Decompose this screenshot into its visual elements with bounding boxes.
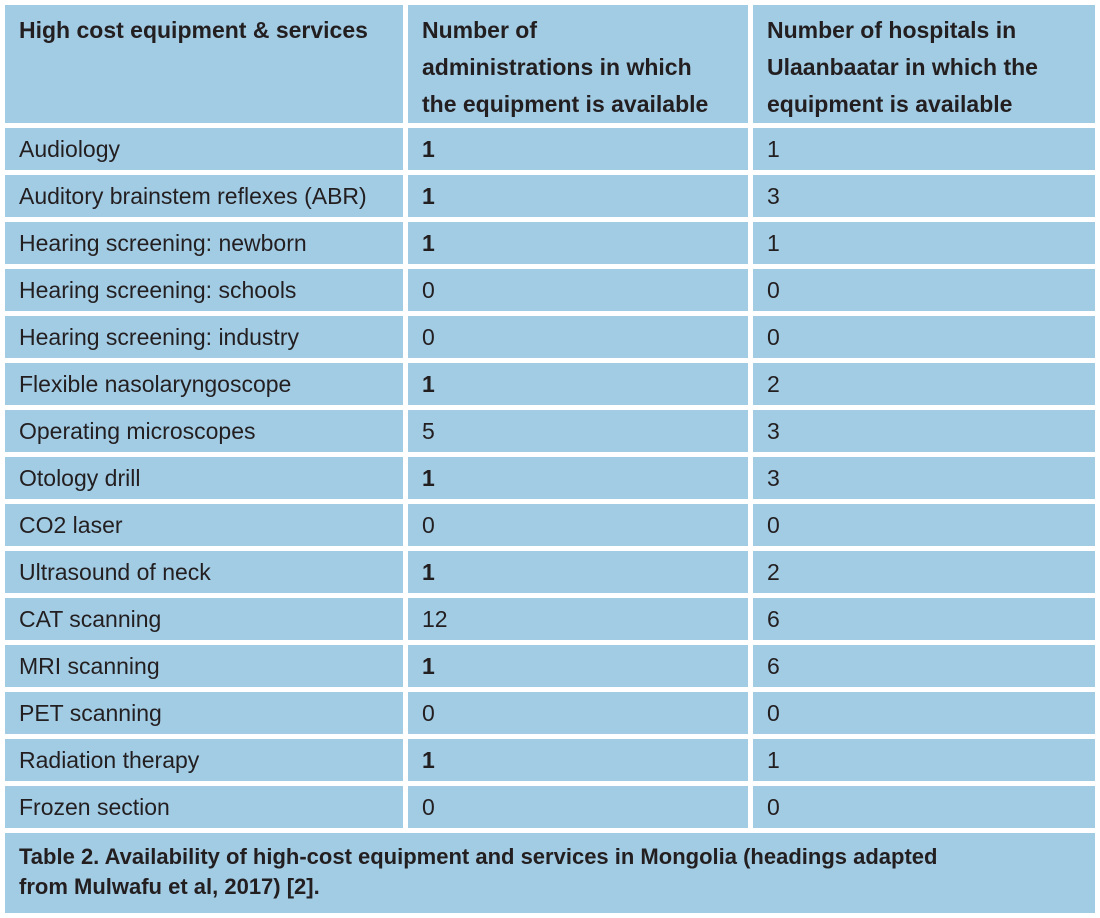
hospital-count-cell: 0: [753, 316, 1095, 358]
equipment-name-cell: Hearing screening: newborn: [5, 222, 403, 264]
caption-row: Table 2. Availability of high-cost equip…: [5, 833, 1095, 913]
admin-count-cell: 5: [408, 410, 748, 452]
table-row: Auditory brainstem reflexes (ABR) 1 3: [5, 175, 1095, 217]
equipment-name-cell: PET scanning: [5, 692, 403, 734]
table-row: CO2 laser 0 0: [5, 504, 1095, 546]
admin-count-cell: 1: [408, 222, 748, 264]
equipment-name-cell: Operating microscopes: [5, 410, 403, 452]
header-row: High cost equipment & services Number of…: [5, 5, 1095, 123]
caption-line: Table 2. Availability of high-cost equip…: [19, 844, 938, 869]
admin-count-cell: 1: [408, 457, 748, 499]
equipment-name-cell: Audiology: [5, 128, 403, 170]
hospital-count-cell: 3: [753, 175, 1095, 217]
equipment-name-cell: MRI scanning: [5, 645, 403, 687]
table-row: Audiology 1 1: [5, 128, 1095, 170]
equipment-name-cell: Ultrasound of neck: [5, 551, 403, 593]
equipment-name-cell: Frozen section: [5, 786, 403, 828]
hospital-count-cell: 3: [753, 457, 1095, 499]
equipment-name-cell: Hearing screening: industry: [5, 316, 403, 358]
header-line: Ulaanbaatar in which the: [767, 54, 1038, 80]
table-row: MRI scanning 1 6: [5, 645, 1095, 687]
equipment-name-cell: Otology drill: [5, 457, 403, 499]
admin-count-cell: 1: [408, 175, 748, 217]
table-row: Otology drill 1 3: [5, 457, 1095, 499]
equipment-name-cell: Hearing screening: schools: [5, 269, 403, 311]
hospital-count-cell: 6: [753, 598, 1095, 640]
header-line: administrations in which: [422, 54, 692, 80]
hospital-count-cell: 1: [753, 128, 1095, 170]
admin-count-cell: 0: [408, 269, 748, 311]
admin-count-cell: 0: [408, 504, 748, 546]
hospital-count-cell: 3: [753, 410, 1095, 452]
header-cell-administrations: Number of administrations in which the e…: [408, 5, 748, 123]
admin-count-cell: 0: [408, 786, 748, 828]
hospital-count-cell: 0: [753, 786, 1095, 828]
hospital-count-cell: 0: [753, 692, 1095, 734]
equipment-name-cell: CAT scanning: [5, 598, 403, 640]
admin-count-cell: 12: [408, 598, 748, 640]
hospital-count-cell: 0: [753, 269, 1095, 311]
header-cell-equipment: High cost equipment & services: [5, 5, 403, 123]
equipment-name-cell: Flexible nasolaryngoscope: [5, 363, 403, 405]
table-row: Hearing screening: newborn 1 1: [5, 222, 1095, 264]
equipment-name-cell: CO2 laser: [5, 504, 403, 546]
table-row: Operating microscopes 5 3: [5, 410, 1095, 452]
table-row: PET scanning 0 0: [5, 692, 1095, 734]
equipment-name-cell: Auditory brainstem reflexes (ABR): [5, 175, 403, 217]
hospital-count-cell: 0: [753, 504, 1095, 546]
caption-line: from Mulwafu et al, 2017) [2].: [19, 874, 320, 899]
hospital-count-cell: 2: [753, 551, 1095, 593]
table-row: CAT scanning 12 6: [5, 598, 1095, 640]
admin-count-cell: 1: [408, 739, 748, 781]
hospital-count-cell: 1: [753, 739, 1095, 781]
equipment-name-cell: Radiation therapy: [5, 739, 403, 781]
admin-count-cell: 1: [408, 551, 748, 593]
table-row: Ultrasound of neck 1 2: [5, 551, 1095, 593]
header-line: Number of hospitals in: [767, 17, 1017, 43]
table-row: Flexible nasolaryngoscope 1 2: [5, 363, 1095, 405]
hospital-count-cell: 1: [753, 222, 1095, 264]
admin-count-cell: 0: [408, 316, 748, 358]
hospital-count-cell: 6: [753, 645, 1095, 687]
hospital-count-cell: 2: [753, 363, 1095, 405]
header-line: Number of: [422, 17, 537, 43]
header-line: equipment is available: [767, 91, 1013, 117]
header-line: the equipment is available: [422, 91, 709, 117]
table-caption: Table 2. Availability of high-cost equip…: [5, 833, 1095, 913]
header-line: High cost equipment & services: [19, 17, 368, 43]
admin-count-cell: 1: [408, 128, 748, 170]
table-row: Hearing screening: industry 0 0: [5, 316, 1095, 358]
table-row: Frozen section 0 0: [5, 786, 1095, 828]
admin-count-cell: 1: [408, 645, 748, 687]
header-cell-hospitals: Number of hospitals in Ulaanbaatar in wh…: [753, 5, 1095, 123]
table-row: Radiation therapy 1 1: [5, 739, 1095, 781]
admin-count-cell: 0: [408, 692, 748, 734]
table-row: Hearing screening: schools 0 0: [5, 269, 1095, 311]
admin-count-cell: 1: [408, 363, 748, 405]
